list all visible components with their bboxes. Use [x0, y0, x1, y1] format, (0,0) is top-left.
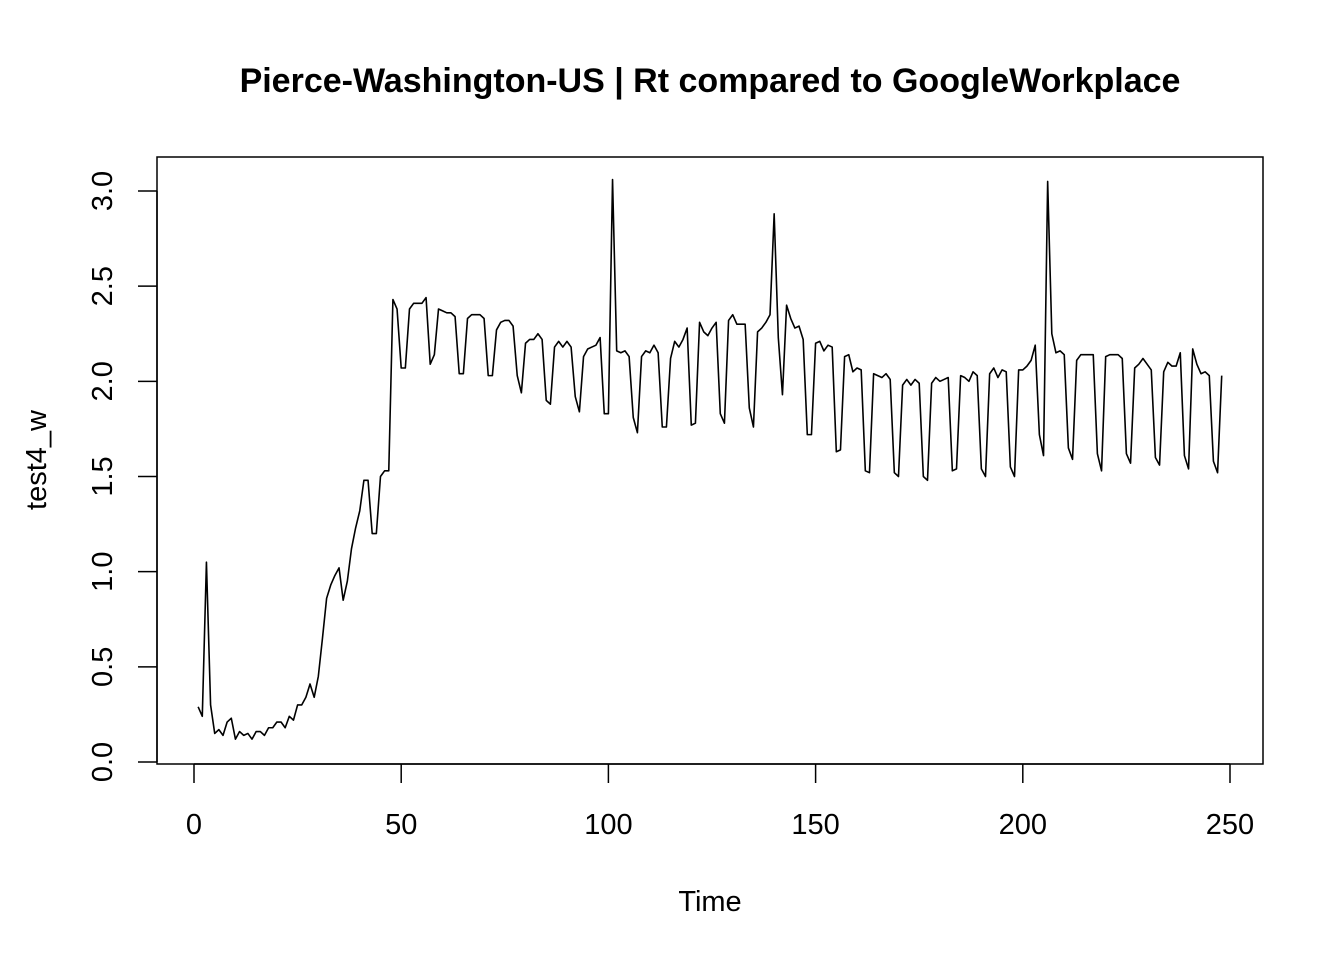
y-tick-label: 3.0 [87, 171, 119, 211]
y-axis: 0.0 0.5 1.0 1.5 2.0 2.5 3.0 [87, 171, 158, 782]
y-tick-label: 1.0 [87, 552, 119, 592]
y-tick-label: 0.5 [87, 647, 119, 687]
x-tick-label: 250 [1206, 809, 1254, 841]
x-tick-label: 100 [584, 809, 632, 841]
y-tick-label: 1.5 [87, 456, 119, 496]
x-axis-label: Time [678, 886, 741, 918]
y-axis-label: test4_w [21, 409, 53, 510]
y-tick-label: 2.5 [87, 266, 119, 306]
y-tick-label: 2.0 [87, 361, 119, 401]
x-tick-label: 50 [385, 809, 417, 841]
chart-title: Pierce-Washington-US | Rt compared to Go… [240, 62, 1181, 100]
x-axis: 0 50 100 150 200 250 [186, 763, 1254, 841]
series-line [197, 178, 1223, 740]
x-tick-label: 200 [999, 809, 1047, 841]
y-tick-label: 0.0 [87, 742, 119, 782]
x-tick-label: 0 [186, 809, 202, 841]
series-layer [197, 178, 1223, 740]
x-tick-label: 150 [791, 809, 839, 841]
plot-frame [156, 156, 1264, 765]
